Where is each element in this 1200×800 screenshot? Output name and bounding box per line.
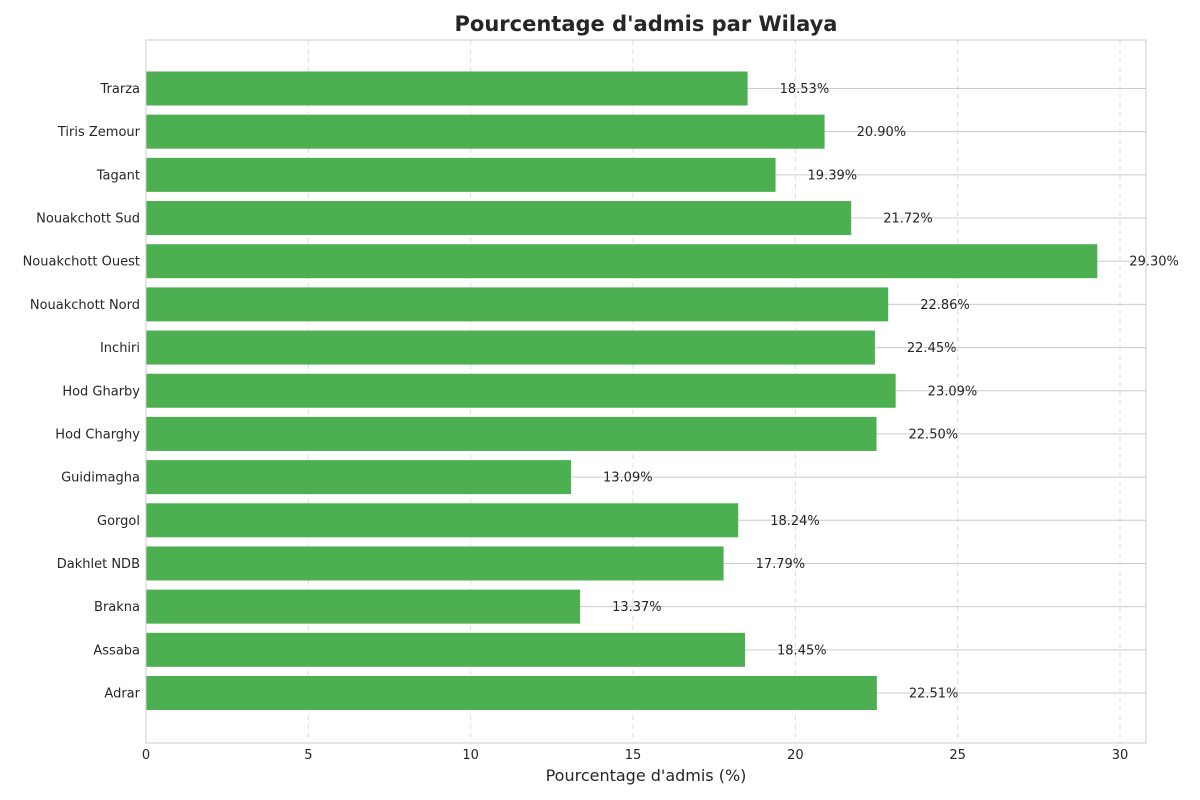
data-label: 13.37% xyxy=(612,600,662,615)
data-label: 22.86% xyxy=(920,298,970,313)
x-tick-label: 25 xyxy=(949,748,966,763)
bar xyxy=(146,460,571,495)
bar xyxy=(146,157,776,192)
x-tick-label: 15 xyxy=(625,748,642,763)
chart-title: Pourcentage d'admis par Wilaya xyxy=(455,12,838,36)
bar xyxy=(146,416,877,451)
y-tick-label: Assaba xyxy=(93,643,140,658)
bar xyxy=(146,71,748,106)
bar xyxy=(146,503,739,538)
bar xyxy=(146,373,896,408)
data-label: 22.45% xyxy=(907,341,957,356)
data-label: 18.45% xyxy=(777,643,827,658)
bar xyxy=(146,287,889,322)
x-tick-label: 5 xyxy=(304,748,312,763)
y-tick-labels: Adrar Assaba Brakna Dakhlet NDB Gorgol Guidim… xyxy=(23,82,141,702)
y-tick-label: Hod Gharby xyxy=(62,384,140,399)
x-tick-labels: 0 5 10 15 20 25 30 xyxy=(142,748,1128,763)
x-tick-label: 20 xyxy=(787,748,804,763)
y-tick-label: Brakna xyxy=(94,600,140,615)
y-tick-label: Trarza xyxy=(100,82,140,97)
x-tick-label: 10 xyxy=(462,748,479,763)
y-tick-label: Nouakchott Ouest xyxy=(23,255,140,270)
x-axis-label: Pourcentage d'admis (%) xyxy=(546,766,747,785)
data-labels: 22.51% 18.45% 13.37% 17.79% 18.24% 13.09% 22.5… xyxy=(603,82,1179,702)
bar xyxy=(146,546,724,581)
y-tick-label: Adrar xyxy=(104,687,140,702)
y-tick-label: Inchiri xyxy=(100,341,140,356)
data-label: 22.50% xyxy=(909,427,959,442)
data-label: 18.53% xyxy=(780,82,830,97)
x-tick-label: 0 xyxy=(142,748,150,763)
data-label: 29.30% xyxy=(1129,255,1179,270)
bar xyxy=(146,201,852,236)
bar xyxy=(146,330,875,365)
bar xyxy=(146,114,825,149)
x-tick-label: 30 xyxy=(1112,748,1129,763)
plot-frame xyxy=(145,39,1147,744)
data-label: 23.09% xyxy=(928,384,978,399)
bars xyxy=(146,71,1098,710)
y-tick-label: Tiris Zemour xyxy=(57,125,141,140)
data-label: 21.72% xyxy=(883,212,933,227)
y-tick-label: Hod Charghy xyxy=(55,427,140,442)
bar xyxy=(146,589,581,624)
y-tick-label: Nouakchott Sud xyxy=(36,212,140,227)
data-label: 13.09% xyxy=(603,471,653,486)
y-tick-label: Nouakchott Nord xyxy=(30,298,140,313)
y-tick-label: Guidimagha xyxy=(61,471,140,486)
y-tick-label: Gorgol xyxy=(97,514,140,529)
data-label: 17.79% xyxy=(756,557,806,572)
bar xyxy=(146,632,746,667)
y-tick-label: Dakhlet NDB xyxy=(57,557,140,572)
data-label: 20.90% xyxy=(857,125,907,140)
bar xyxy=(146,244,1098,279)
bar xyxy=(146,676,877,710)
y-tick-label: Tagant xyxy=(96,168,140,183)
data-label: 19.39% xyxy=(808,168,858,183)
data-label: 22.51% xyxy=(909,687,959,702)
data-label: 18.24% xyxy=(770,514,820,529)
